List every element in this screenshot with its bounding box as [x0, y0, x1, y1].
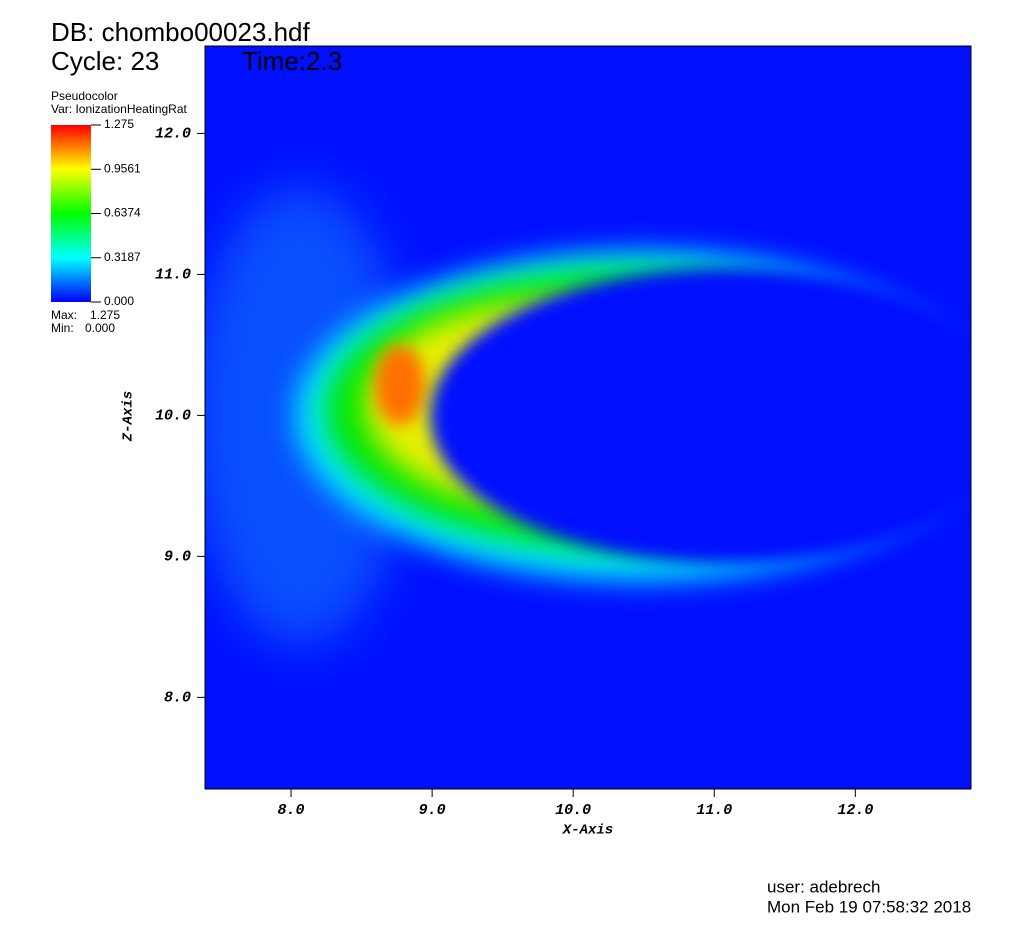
title: DB: chombo00023.hdf — [51, 17, 311, 47]
y-tick-label: 8.0 — [164, 689, 191, 706]
colorbar-tick-label: 1.275 — [104, 117, 134, 131]
min-label: Min: — [51, 321, 74, 335]
colorbar-tick-label: 0.3187 — [104, 250, 141, 264]
max-value: 1.275 — [90, 308, 120, 322]
x-tick-label: 12.0 — [837, 802, 873, 819]
max-label: Max: — [51, 308, 77, 322]
x-tick-label: 9.0 — [419, 802, 446, 819]
y-tick-label: 10.0 — [155, 407, 191, 424]
x-axis-label: X-Axis — [562, 823, 613, 839]
y-tick-label: 11.0 — [155, 266, 191, 283]
variable: Var: IonizationHeatingRat — [51, 102, 188, 116]
colorbar-tick-label: 0.9561 — [104, 161, 141, 175]
colorbar-tick-label: 0.6374 — [104, 206, 141, 220]
colorbar — [51, 125, 91, 302]
y-tick-label: 12.0 — [155, 125, 191, 142]
field — [205, 46, 971, 789]
date: Mon Feb 19 07:58:32 2018 — [767, 897, 971, 916]
y-tick-label: 9.0 — [164, 548, 191, 565]
user: user: adebrech — [767, 877, 880, 896]
plot-kind: Pseudocolor — [51, 89, 118, 103]
crescent — [295, 251, 971, 581]
time: Time:2.3 — [242, 46, 342, 76]
x-tick-label: 8.0 — [278, 802, 305, 819]
x-tick-label: 11.0 — [696, 802, 732, 819]
plot-frame — [204, 45, 972, 790]
cycle: Cycle: 23 — [51, 46, 159, 76]
y-axis-label: Z-Axis — [121, 391, 137, 442]
colorbar-tick-label: 0.000 — [104, 294, 134, 308]
min-value: 0.000 — [85, 321, 115, 335]
x-tick-label: 10.0 — [555, 802, 591, 819]
